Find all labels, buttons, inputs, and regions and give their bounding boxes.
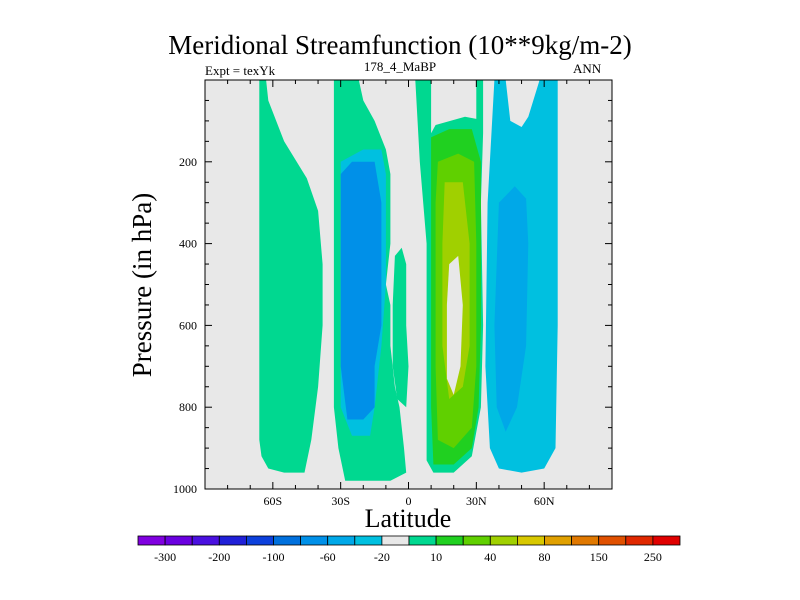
colorbar-label: 10 xyxy=(430,550,442,564)
chart-title: Meridional Streamfunction (10**9kg/m-2) xyxy=(168,30,632,60)
colorbar-label: 250 xyxy=(644,550,662,564)
colorbar-swatch xyxy=(137,535,166,546)
x-axis-label: Latitude xyxy=(364,504,452,533)
colorbar-label: -200 xyxy=(208,550,230,564)
period-label: 178_4_MaBP xyxy=(363,59,437,74)
contour-region-9 xyxy=(446,255,463,395)
x-tick-label: 0 xyxy=(406,494,412,508)
experiment-label: Expt = texYk xyxy=(205,63,276,78)
contour-region-4 xyxy=(392,247,409,408)
x-tick-label: 60S xyxy=(263,494,282,508)
colorbar-swatch xyxy=(245,535,274,546)
colorbar-swatch xyxy=(408,535,437,546)
y-tick-label: 400 xyxy=(179,237,197,251)
colorbar-swatch xyxy=(598,535,627,546)
colorbar-swatch xyxy=(218,535,247,546)
contour-region-0 xyxy=(259,80,323,473)
y-tick-label: 200 xyxy=(179,155,197,169)
y-tick-label: 800 xyxy=(179,400,197,414)
colorbar-swatch xyxy=(652,535,681,546)
colorbar-swatch xyxy=(517,535,545,546)
colorbar-swatch xyxy=(625,535,654,546)
colorbar-label: -20 xyxy=(374,550,390,564)
colorbar-swatch xyxy=(435,535,464,546)
x-tick-label: 60N xyxy=(534,494,555,508)
x-tick-label: 30S xyxy=(331,494,350,508)
colorbar-label: 150 xyxy=(590,550,608,564)
colorbar-swatch xyxy=(544,535,573,546)
season-label: ANN xyxy=(573,61,602,76)
colorbar-swatch xyxy=(327,535,356,546)
colorbar-swatch xyxy=(164,535,193,546)
colorbar-swatch xyxy=(489,535,518,546)
colorbar-label: -60 xyxy=(320,550,336,564)
x-tick-label: 30N xyxy=(466,494,487,508)
colorbar-swatch xyxy=(381,535,410,546)
colorbar-label: -300 xyxy=(154,550,176,564)
contour-region-11 xyxy=(494,186,529,432)
contour-region-3 xyxy=(340,161,382,420)
colorbar-swatch xyxy=(300,535,329,546)
colorbar-swatch xyxy=(462,535,491,546)
colorbar-label: 40 xyxy=(484,550,496,564)
colorbar-label: -100 xyxy=(263,550,285,564)
colorbar-swatch xyxy=(191,535,220,546)
colorbar-swatch xyxy=(571,535,600,546)
colorbar-swatch xyxy=(273,535,302,546)
colorbar-label: 80 xyxy=(539,550,551,564)
y-tick-label: 600 xyxy=(179,318,197,332)
y-tick-label: 1000 xyxy=(173,482,197,496)
colorbar-swatch xyxy=(354,535,383,546)
